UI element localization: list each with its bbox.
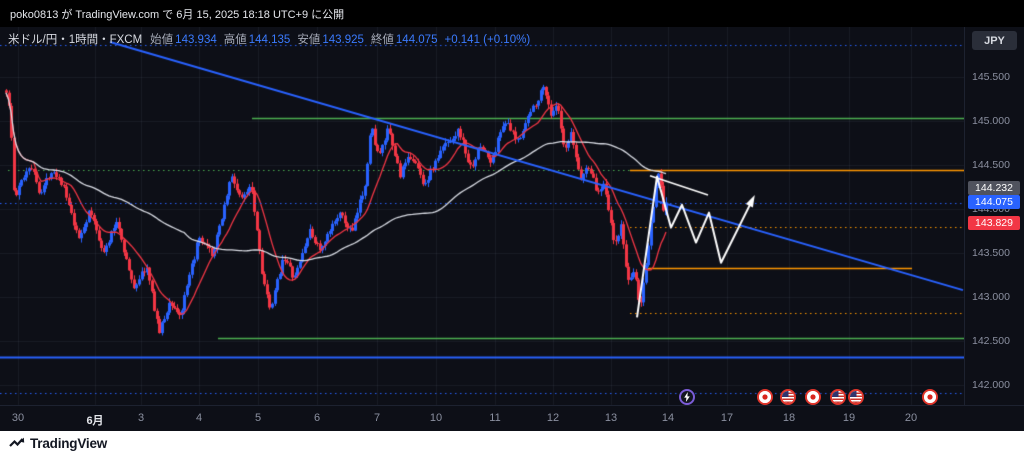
chart-legend: 米ドル/円・1時間・FXCM 始値 143.934 高値 144.135 安値 143.92… [8,31,530,47]
currency-button[interactable]: JPY [972,31,1017,50]
chart-region: 米ドル/円・1時間・FXCM 始値 143.934 高値 144.135 安値 143.92… [0,27,1024,431]
price-tick-label: 143.000 [972,291,1010,304]
flag-jp-icon[interactable] [922,389,938,405]
time-axis[interactable]: 30 6月 3 4 5 6 7 10 11 12 13 14 17 18 19 20 [0,405,1024,431]
symbol-title: 米ドル/円・1時間・FXCM [8,34,143,46]
slow-ma-price-label: 144.232 [968,180,1020,195]
tradingview-brand[interactable]: TradingView [30,436,108,451]
share-text: poko0813 が TradingView.com で 6月 15, 2025… [10,8,345,21]
legend-field: 高値 144.135 [223,34,291,46]
time-tick-label: 4 [195,412,203,424]
time-tick-label: 5 [254,412,262,424]
legend-field: 終値 144.075 [370,34,438,46]
legend-field: 始値 143.934 [150,34,217,46]
price-tick-label: 142.500 [972,335,1010,348]
fast-ma-price-label: 143.829 [968,216,1020,231]
price-axis[interactable]: JPY 145.500 145.000 144.500 144.000 143.500 1… [964,27,1024,405]
price-tick-label: 145.000 [972,115,1010,128]
flag-jp-icon[interactable] [805,389,821,405]
time-tick-label: 10 [429,412,443,424]
time-tick-label: 19 [842,412,856,424]
time-tick-label: 11 [489,412,501,424]
lightning-icon[interactable] [679,389,695,405]
price-tick-label: 145.500 [972,71,1010,84]
price-tick-label: 143.500 [972,247,1010,260]
time-tick-label: 6 [313,412,321,424]
ohlc-values: 始値 143.934 高値 144.135 安値 143.925 終値 144.075 [150,34,444,46]
footer-bar: TradingView [0,430,1024,457]
time-tick-label: 13 [604,412,618,424]
time-tick-label: 3 [137,412,145,424]
tradingview-logo-icon[interactable] [9,436,25,452]
price-tick-label: 142.000 [972,379,1010,392]
time-tick-label: 30 [11,412,25,424]
time-tick-label: 6月 [86,415,104,427]
time-tick-label: 7 [373,412,381,424]
price-tick-label: 144.500 [972,159,1010,172]
price-chart-canvas[interactable] [0,27,966,430]
time-tick-label: 18 [782,412,796,424]
flag-us-icon[interactable] [780,389,796,405]
time-tick-label: 14 [661,412,675,424]
price-change: +0.141 (+0.10%) [444,34,531,46]
time-tick-label: 20 [904,412,918,424]
share-bar: poko0813 が TradingView.com で 6月 15, 2025… [0,0,1024,27]
time-tick-label: 12 [546,412,560,424]
flag-us-icon[interactable] [830,389,846,405]
time-tick-label: 17 [720,412,734,424]
last-price-label: 144.075 [968,194,1020,209]
legend-field: 安値 143.925 [297,34,364,46]
flag-jp-icon[interactable] [757,389,773,405]
event-markers-row [0,27,966,430]
flag-us-icon[interactable] [848,389,864,405]
